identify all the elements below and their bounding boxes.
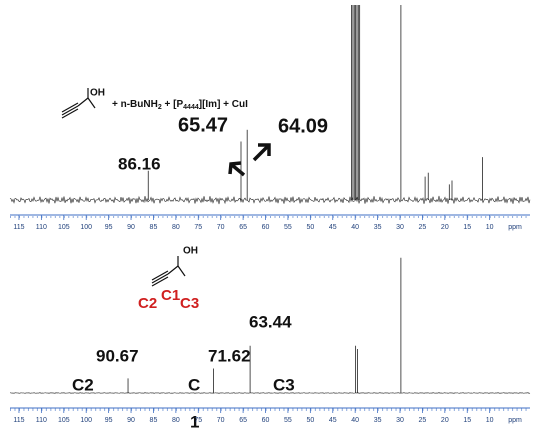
peak-label: 64.09 — [278, 115, 328, 137]
x-tick-label: 110 — [36, 224, 47, 231]
x-tick-label: 20 — [441, 224, 449, 231]
x-axis-label: ppm — [508, 417, 522, 424]
x-tick-label: 80 — [172, 417, 180, 424]
minor-ticks — [10, 408, 530, 411]
compound-label: 1 — [190, 412, 199, 431]
x-tick-label: 90 — [127, 224, 135, 231]
x-tick-label: 70 — [217, 224, 225, 231]
oh-label: OH — [183, 246, 198, 257]
x-tick-label: 40 — [351, 224, 359, 231]
x-tick-label: 115 — [13, 417, 24, 424]
baseline — [9, 195, 531, 205]
x-tick-label: 45 — [329, 417, 337, 424]
arrows — [228, 143, 271, 177]
assignment: C2 — [72, 375, 94, 394]
x-tick-label: 100 — [80, 417, 92, 424]
x-tick-label: 85 — [150, 417, 158, 424]
minor-ticks — [10, 215, 530, 218]
peak-label: 65.47 — [178, 114, 228, 136]
x-tick-label: 60 — [262, 417, 270, 424]
assignment: C3 — [273, 375, 295, 394]
x-tick-label: 75 — [194, 224, 202, 231]
x-tick-label: 50 — [306, 417, 314, 424]
x-tick-label: 110 — [36, 417, 47, 424]
atom-label: C2 — [138, 295, 157, 312]
molecule — [151, 256, 186, 287]
caption-sub: 4444 — [183, 104, 199, 111]
x-tick-label: 95 — [105, 417, 113, 424]
caption-part: + [P — [162, 99, 184, 110]
x-tick-label: 30 — [396, 224, 404, 231]
x-tick-label: 20 — [441, 417, 449, 424]
x-tick-label: 15 — [463, 224, 471, 231]
x-tick-label: 80 — [172, 224, 180, 231]
caption-sub: 2 — [158, 104, 162, 111]
x-tick-label: 90 — [127, 417, 135, 424]
x-tick-label: 55 — [284, 224, 292, 231]
x-tick-label: 105 — [58, 417, 70, 424]
x-tick-label: 105 — [58, 224, 70, 231]
x-tick-label: 10 — [486, 224, 494, 231]
caption: + n-BuNH2 + [P4444][Im] + CuI — [112, 99, 248, 111]
caption-part: + n-BuNH — [112, 99, 158, 110]
x-tick-label: 75 — [194, 417, 202, 424]
x-tick-label: 100 — [80, 224, 92, 231]
x-tick-label: 15 — [463, 417, 471, 424]
x-tick-label: 65 — [239, 224, 247, 231]
x-tick-label: 115 — [13, 224, 24, 231]
x-tick-label: 95 — [105, 224, 113, 231]
x-tick-label: 30 — [396, 417, 404, 424]
peak-label: 71.62 — [208, 346, 251, 365]
x-tick-label: 45 — [329, 224, 337, 231]
x-tick-label: 25 — [419, 417, 427, 424]
assignment: C — [188, 375, 200, 394]
x-tick-label: 85 — [150, 224, 158, 231]
molecule — [61, 88, 96, 119]
x-tick-label: 65 — [239, 417, 247, 424]
peak-label: 86.16 — [118, 154, 161, 173]
x-tick-label: 10 — [486, 417, 494, 424]
x-tick-label: 25 — [419, 224, 427, 231]
peak-label: 63.44 — [249, 312, 292, 331]
x-tick-label: 60 — [262, 224, 270, 231]
x-tick-label: 55 — [284, 417, 292, 424]
x-tick-label: 50 — [306, 224, 314, 231]
atom-label: C1 — [161, 287, 180, 304]
atom-label: C3 — [180, 295, 199, 312]
peak-label: 90.67 — [96, 346, 139, 365]
caption-part: ][Im] + CuI — [199, 99, 248, 110]
oh-label: OH — [90, 88, 105, 99]
x-tick-label: 70 — [217, 417, 225, 424]
x-tick-label: 40 — [351, 417, 359, 424]
x-tick-label: 35 — [374, 224, 382, 231]
baseline — [9, 392, 531, 394]
x-axis-label: ppm — [508, 224, 522, 231]
x-tick-label: 35 — [374, 417, 382, 424]
